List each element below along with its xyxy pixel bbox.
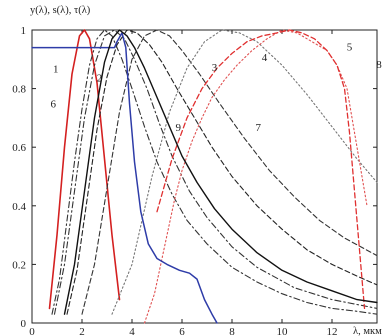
y-tick-label: 0.2 (12, 259, 26, 271)
curve-label: 3 (212, 62, 218, 74)
curve-label: 5 (347, 42, 353, 54)
curve-label: 4 (262, 52, 268, 64)
x-tick-label: 2 (79, 326, 85, 336)
y-tick-label: 0.8 (12, 84, 26, 96)
x-tick-label: 10 (277, 326, 289, 336)
x-tick-label: 6 (179, 326, 185, 336)
series-curve-4 (81, 29, 378, 315)
series-curve-7 (143, 29, 368, 324)
series-curve-9 (31, 32, 218, 324)
plot-frame (31, 29, 378, 324)
plot-frame-group (31, 29, 378, 324)
curve-label: 8 (376, 59, 382, 71)
series-curve-unlabeled (63, 29, 378, 315)
y-tick-label: 0.4 (12, 201, 26, 213)
series-curve-1 (48, 29, 121, 310)
x-tick-label: 0 (29, 326, 35, 336)
x-axis-title: λ, мкм (353, 326, 382, 336)
y-tick-label: 1 (21, 25, 27, 37)
x-tick-label: 8 (229, 326, 235, 336)
series-curve-8 (156, 29, 366, 310)
x-tick-label: 4 (129, 326, 135, 336)
curve-label: 9 (176, 122, 182, 134)
curve-label: 1 (53, 63, 59, 75)
curve-label: 6 (51, 99, 57, 111)
series-curve-5 (111, 29, 378, 315)
y-axis-title: y(λ), s(λ), τ(λ) (30, 5, 91, 16)
curve-label: 7 (256, 122, 262, 134)
y-tick-label: 0.6 (12, 142, 26, 154)
series-curve-2 (53, 29, 378, 315)
curve-labels-group: 1 2 3 4 5 6 7 8 9 (51, 42, 383, 135)
x-tick-label: 12 (327, 326, 338, 336)
series-curve-3 (66, 29, 378, 315)
curve-label: 2 (97, 72, 103, 84)
curves-group (31, 29, 378, 324)
series-curve-6 (51, 29, 378, 315)
y-tick-label: 0 (21, 318, 27, 330)
